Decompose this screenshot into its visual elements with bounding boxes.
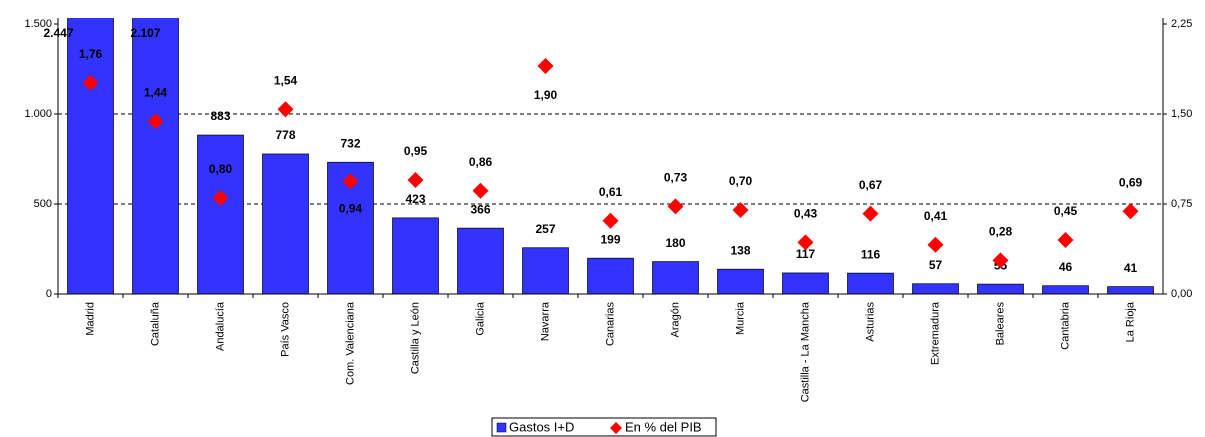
bar-value-label: 366 — [470, 202, 490, 216]
bar — [522, 247, 569, 294]
marker — [407, 172, 424, 188]
legend-box — [491, 417, 717, 437]
marker-value-label: 0,86 — [469, 155, 493, 169]
marker — [732, 202, 749, 218]
bar — [392, 217, 439, 294]
x-tick-label: Navarra — [539, 301, 551, 341]
marker-value-label: 0,95 — [404, 144, 428, 158]
bar-value-label: 2.107 — [130, 26, 160, 40]
bar-value-label: 180 — [665, 236, 685, 250]
bar — [717, 268, 764, 294]
marker-value-label: 0,43 — [794, 207, 818, 221]
bar-value-label: 257 — [535, 222, 555, 236]
bar — [262, 153, 309, 294]
x-tick-label: Castilla - La Mancha — [799, 301, 811, 402]
marker-value-label: 1,54 — [274, 73, 298, 87]
x-tick-label: Galicia — [474, 301, 486, 336]
marker-value-label: 1,44 — [144, 85, 168, 99]
marker — [602, 212, 619, 229]
x-tick-label: Murcia — [734, 301, 746, 335]
bar-value-label: 57 — [929, 258, 943, 272]
x-tick-label: Cantabria — [1059, 301, 1071, 350]
marker — [212, 190, 229, 206]
marker — [277, 101, 294, 118]
bar — [587, 257, 634, 294]
bar — [847, 272, 894, 294]
marker — [342, 173, 359, 190]
marker-value-label: 0,41 — [924, 209, 948, 223]
marker-value-label: 1,90 — [534, 88, 558, 102]
y2-tick-label: 0,00 — [1171, 288, 1192, 300]
bar — [67, 18, 114, 294]
x-tick-label: Asturias — [864, 302, 876, 342]
bar — [977, 283, 1024, 294]
bar — [782, 272, 829, 294]
legend-label: En % del PIB — [625, 419, 702, 434]
marker — [147, 113, 164, 130]
marker-value-label: 0,45 — [1054, 204, 1078, 218]
x-tick-label: Cataluña — [149, 301, 161, 346]
y2-tick-label: 0,75 — [1171, 198, 1192, 210]
y-tick-label: 0 — [46, 288, 52, 300]
marker — [797, 234, 814, 251]
marker — [992, 252, 1009, 269]
x-tick-label: Canarias — [604, 302, 616, 347]
legend-swatch — [496, 422, 507, 433]
marker — [862, 205, 879, 222]
bar-value-label: 2.447 — [43, 26, 73, 40]
marker-value-label: 0,94 — [339, 201, 363, 215]
x-tick-label: Com. Valenciana — [344, 301, 356, 385]
x-tick-label: País Vasco — [279, 302, 291, 357]
bar-value-label: 41 — [1124, 261, 1138, 275]
marker — [927, 236, 944, 253]
bar-value-label: 199 — [600, 232, 620, 246]
y-tick-label: 500 — [34, 198, 52, 210]
bar-value-label: 46 — [1059, 260, 1073, 274]
marker — [472, 182, 489, 199]
x-tick-label: Aragón — [669, 302, 681, 337]
x-tick-label: Castilla y León — [409, 302, 421, 374]
bar-value-label: 778 — [275, 128, 295, 142]
marker-value-label: 1,76 — [79, 47, 103, 61]
bars — [67, 18, 1154, 294]
x-tick-label: Extremadura — [929, 301, 941, 365]
marker — [1122, 203, 1139, 220]
bar-value-label: 116 — [861, 247, 881, 261]
marker-value-label: 0,67 — [859, 178, 883, 192]
x-tick-label: Andalucía — [214, 301, 226, 351]
bar — [197, 134, 244, 294]
bar — [457, 227, 504, 294]
marker — [537, 58, 554, 74]
bar-value-label: 732 — [340, 136, 360, 150]
bar — [1107, 286, 1154, 294]
x-tick-label: Baleares — [994, 302, 1006, 346]
bar-value-label: 423 — [405, 192, 425, 206]
bar — [132, 18, 179, 294]
marker — [82, 74, 99, 91]
marker — [1057, 232, 1074, 248]
legend-swatch — [610, 422, 622, 434]
x-tick-label: La Rioja — [1124, 301, 1136, 342]
x-tick-label: Madrid — [84, 302, 96, 336]
y-tick-label: 1.000 — [24, 108, 52, 120]
marker — [667, 198, 684, 215]
marker-value-label: 0,80 — [209, 162, 233, 176]
legend-label: Gastos I+D — [509, 419, 574, 434]
bar-value-label: 883 — [210, 109, 230, 123]
bar — [652, 261, 699, 294]
marker-value-label: 0,28 — [989, 225, 1013, 239]
y-tick-label: 1.500 — [24, 18, 52, 30]
bar — [912, 283, 959, 294]
marker-value-label: 0,69 — [1119, 175, 1143, 189]
y2-tick-label: 1,50 — [1171, 108, 1192, 120]
marker-value-label: 0,61 — [599, 185, 623, 199]
bar — [1042, 285, 1089, 294]
overlay: 0 500 1.000 1.500 0,00 0,75 1,50 2,25 2.447 2.107… — [24, 18, 1192, 437]
bar-value-label: 117 — [796, 247, 816, 261]
marker-value-label: 0,73 — [664, 171, 688, 185]
bar-value-label: 138 — [730, 243, 750, 257]
marker-value-label: 0,70 — [729, 174, 753, 188]
y2-tick-label: 2,25 — [1171, 18, 1192, 30]
